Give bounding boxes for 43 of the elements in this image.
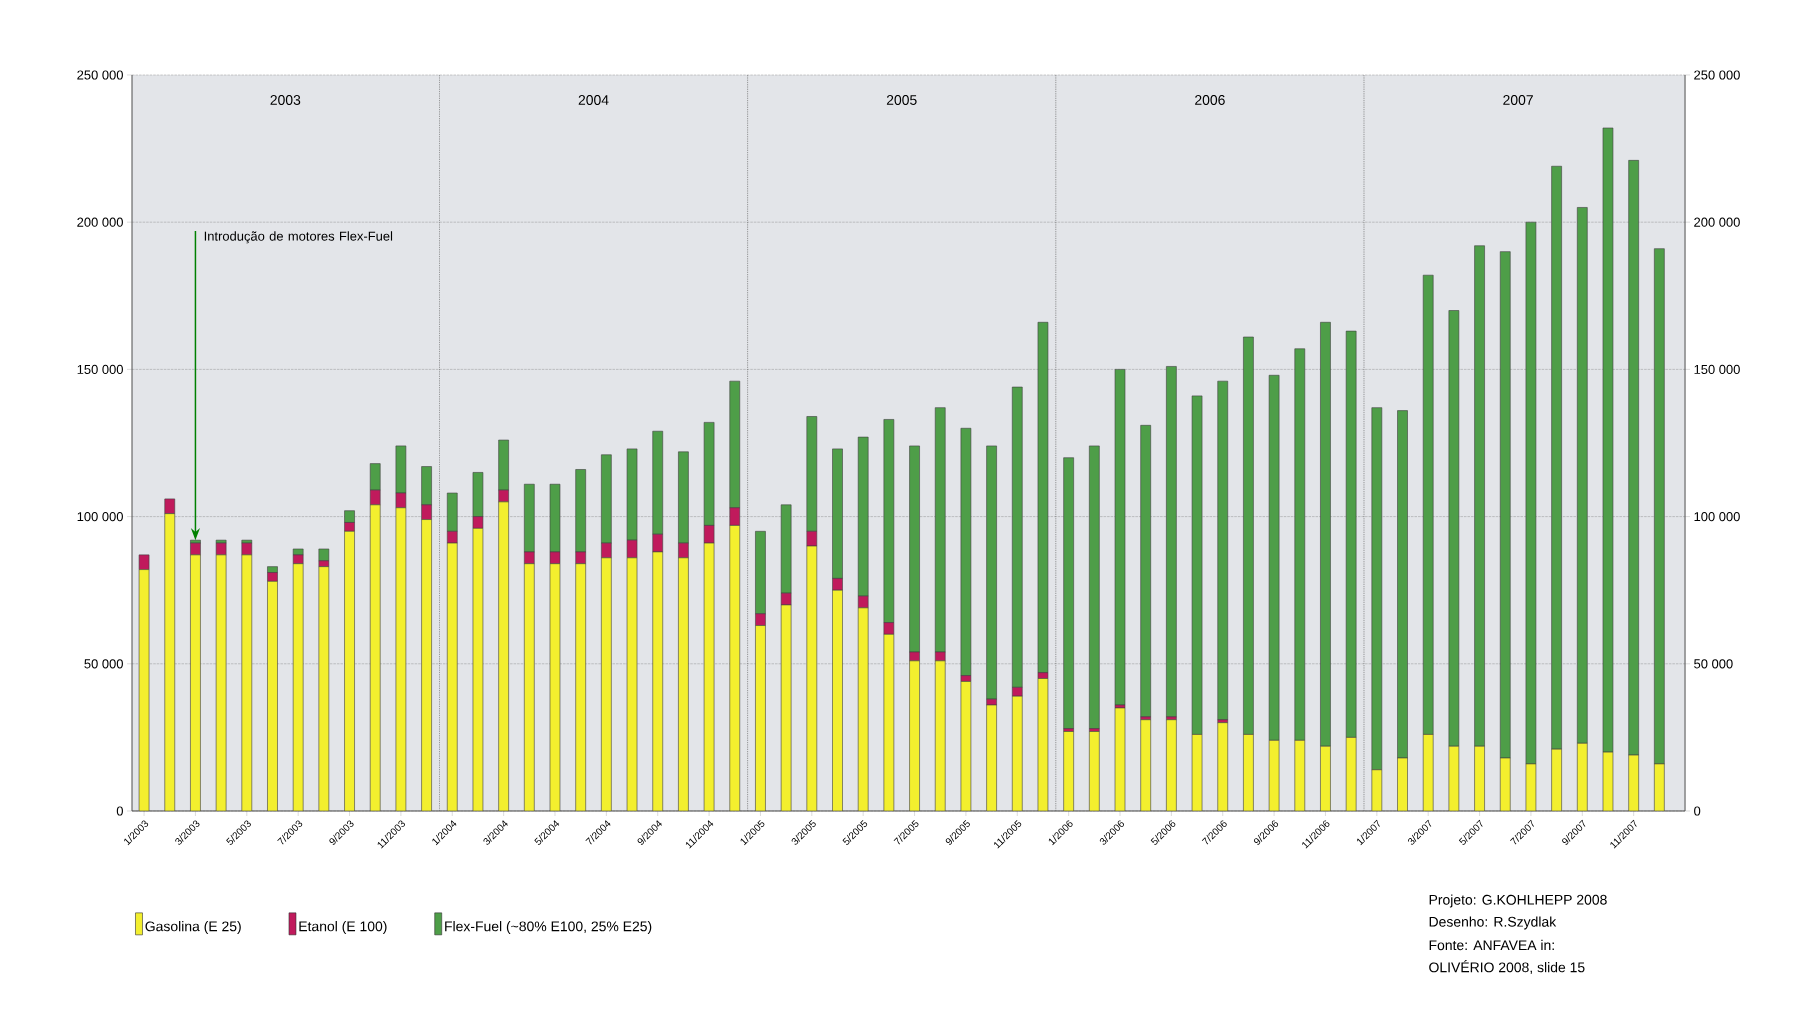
y-tick-label: 100 000 <box>77 512 123 522</box>
y2-tick-label: 200 000 <box>1694 217 1740 227</box>
annotation: 2007 <box>1503 95 1533 105</box>
y2-tick-label: 50 000 <box>1694 659 1733 669</box>
annotation: 2004 <box>578 95 609 105</box>
annotation: 2005 <box>886 95 917 105</box>
bar <box>575 563 586 811</box>
annotation: 2003 <box>270 95 301 105</box>
bar <box>1217 380 1229 721</box>
source-note: Fonte: ANFAVEA in: <box>1429 939 1554 951</box>
text: Projeto: G.KOHLHEPP 2008 <box>1429 894 1607 908</box>
bar <box>215 542 227 556</box>
y-tick-label: 150 000 <box>77 364 123 374</box>
bar <box>1089 445 1100 729</box>
bar <box>1063 457 1074 729</box>
bar <box>369 504 381 811</box>
y-tick-label: 50 000 <box>84 659 123 669</box>
bar <box>421 519 432 811</box>
y2-tick-label: 0 <box>1694 806 1701 816</box>
bar <box>601 557 612 811</box>
bar <box>318 548 330 562</box>
bar <box>241 542 253 556</box>
y-tick-label: 250 000 <box>77 70 123 80</box>
y-tick-label: 200 000 <box>77 217 123 227</box>
legend-label: Gasolina (E 25) <box>145 921 241 935</box>
bar <box>524 563 535 811</box>
bar <box>986 445 997 700</box>
annotation: 2006 <box>1195 95 1225 105</box>
legend-label: Etanol (E 100) <box>299 921 387 935</box>
annotation: Introdução de motores Flex-Fuel <box>204 231 393 244</box>
bar <box>292 563 304 811</box>
bar <box>1114 369 1126 706</box>
bar <box>1166 366 1177 718</box>
y2-tick-label: 250 000 <box>1694 70 1740 80</box>
y2-tick-label: 150 000 <box>1694 364 1740 374</box>
bar <box>164 513 176 811</box>
y-tick-label: 0 <box>116 806 123 816</box>
bar <box>678 557 689 811</box>
text: OLIVÉRIO 2008, slide 15 <box>1429 960 1585 974</box>
y2-tick-label: 100 000 <box>1694 512 1740 522</box>
legend-label: Flex-Fuel (~80% E100, 25% E25) <box>445 921 652 935</box>
bar <box>1140 425 1151 718</box>
text: Desenho: R.Szydlak <box>1429 916 1557 930</box>
